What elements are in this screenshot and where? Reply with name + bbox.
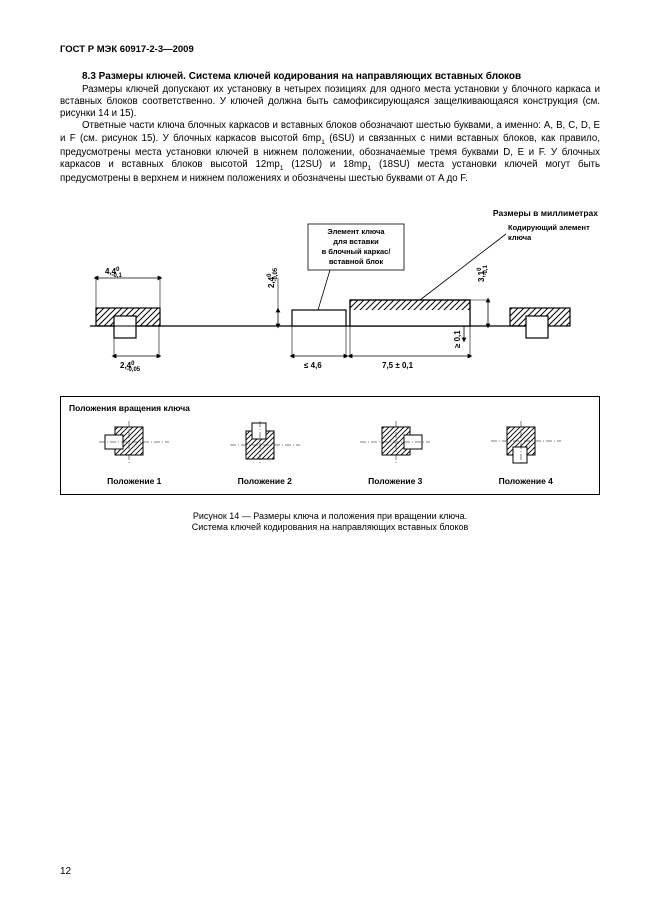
paragraph-1: Размеры ключей допускают их установку в … — [60, 84, 600, 120]
callout1-l1: Элемент ключа — [327, 227, 385, 236]
position-1: Положение 1 — [99, 421, 169, 486]
pos4-label: Положение 4 — [491, 476, 561, 486]
right-block — [510, 308, 570, 338]
dim-46: ≤ 4,6 — [304, 361, 322, 370]
left-block — [96, 308, 160, 338]
pos3-label: Положение 3 — [360, 476, 430, 486]
position-4: Положение 4 — [491, 421, 561, 486]
figure-14: Размеры в миллиметрах — [60, 208, 600, 534]
drawing-main: 4,40-0,1 2,40-0,05 2,40-0,05 ≤ 4,6 — [60, 208, 600, 378]
dim-75: 7,5 ± 0,1 — [382, 361, 414, 370]
figure-caption: Рисунок 14 — Размеры ключа и положения п… — [60, 511, 600, 534]
caption-l1: Рисунок 14 — Размеры ключа и положения п… — [193, 511, 467, 521]
dim-geq01: ≥ 0,1 — [453, 329, 462, 347]
dim-24a: 2,40-0,05 — [120, 361, 141, 373]
positions-title: Положения вращения ключа — [69, 403, 591, 413]
dim-44: 4,40-0,1 — [105, 267, 122, 279]
right-coding — [350, 300, 470, 326]
caption-l2: Система ключей кодирования на направляющ… — [192, 522, 469, 532]
callout1-l3: в блочный каркас/ — [322, 247, 392, 256]
page: ГОСТ Р МЭК 60917-2-3—2009 8.3 Размеры кл… — [0, 0, 646, 913]
para2-c: (12SU) и 18mp — [284, 159, 368, 170]
document-header: ГОСТ Р МЭК 60917-2-3—2009 — [60, 44, 600, 55]
dim-24b: 2,40-0,05 — [267, 267, 279, 288]
page-number: 12 — [60, 866, 71, 877]
positions-box: Положения вращения ключа Положение 1 — [60, 396, 600, 495]
positions-row: Положение 1 Положение 2 — [69, 421, 591, 486]
callout2-l2: ключа — [508, 233, 532, 242]
dim-31: 3,10-0,1 — [477, 264, 489, 281]
position-3: Положение 3 — [360, 421, 430, 486]
units-label: Размеры в миллиметрах — [493, 208, 598, 218]
callout1-l4: вставной блок — [329, 257, 384, 266]
section-title: 8.3 Размеры ключей. Система ключей кодир… — [60, 71, 600, 82]
paragraph-2: Ответные части ключа блочных каркасов и … — [60, 120, 600, 185]
callout2-l1: Кодирующий элемент — [508, 223, 590, 232]
pos1-label: Положение 1 — [99, 476, 169, 486]
content-area: ГОСТ Р МЭК 60917-2-3—2009 8.3 Размеры кл… — [60, 44, 600, 534]
callout1-l2: для вставки — [333, 237, 379, 246]
pos2-label: Положение 2 — [230, 476, 300, 486]
position-2: Положение 2 — [230, 421, 300, 486]
middle-insert — [292, 310, 346, 326]
